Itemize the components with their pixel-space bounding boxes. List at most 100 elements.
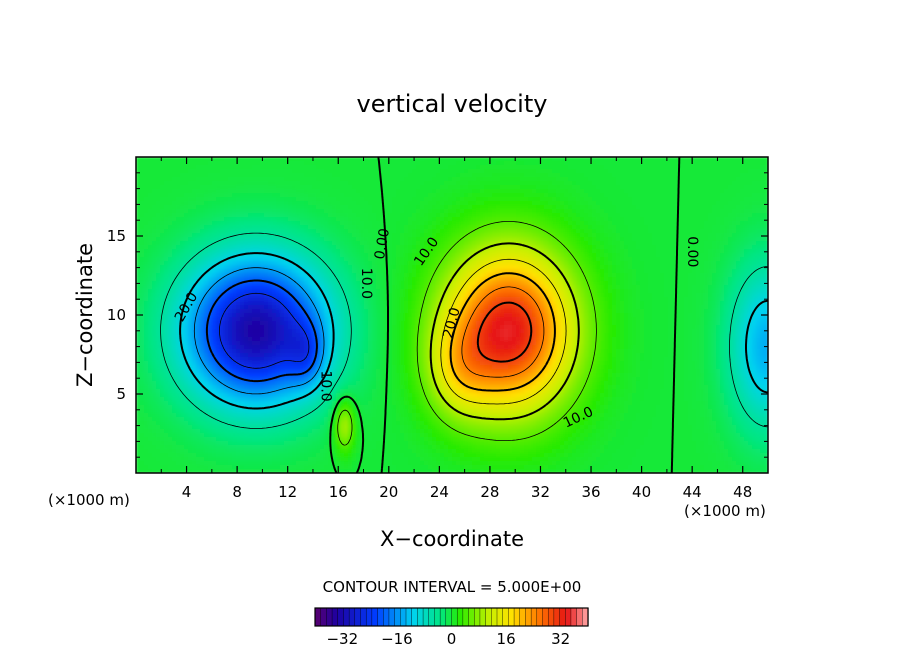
field-cell: [460, 173, 465, 178]
field-cell: [188, 229, 193, 234]
field-cell: [448, 197, 453, 202]
field-cell: [580, 189, 585, 194]
field-cell: [716, 273, 721, 278]
field-cell: [516, 169, 521, 174]
field-cell: [536, 169, 541, 174]
field-cell: [412, 281, 417, 286]
field-cell: [584, 157, 589, 162]
field-cell: [152, 169, 157, 174]
field-cell: [236, 177, 241, 182]
field-cell: [448, 217, 453, 222]
field-cell: [348, 169, 353, 174]
field-cell: [564, 209, 569, 214]
field-cell: [572, 169, 577, 174]
field-cell: [680, 273, 685, 278]
field-cell: [736, 169, 741, 174]
field-cell: [580, 201, 585, 206]
field-cell: [636, 177, 641, 182]
field-cell: [568, 221, 573, 226]
field-cell: [244, 213, 249, 218]
field-cell: [260, 241, 265, 246]
field-cell: [316, 253, 321, 258]
field-cell: [312, 181, 317, 186]
field-cell: [656, 241, 661, 246]
field-cell: [568, 185, 573, 190]
field-cell: [600, 205, 605, 210]
field-cell: [148, 201, 153, 206]
field-cell: [756, 253, 761, 258]
field-cell: [468, 237, 473, 242]
field-cell: [412, 205, 417, 210]
field-cell: [388, 281, 393, 286]
field-cell: [208, 269, 213, 274]
field-cell: [460, 257, 465, 262]
field-cell: [384, 281, 389, 286]
field-cell: [640, 265, 645, 270]
field-cell: [608, 217, 613, 222]
field-cell: [636, 241, 641, 246]
field-cell: [260, 273, 265, 278]
field-cell: [404, 257, 409, 262]
field-cell: [672, 181, 677, 186]
field-cell: [592, 181, 597, 186]
field-cell: [240, 173, 245, 178]
field-cell: [160, 157, 165, 162]
field-cell: [188, 169, 193, 174]
field-cell: [312, 221, 317, 226]
field-cell: [300, 233, 305, 238]
field-cell: [636, 181, 641, 186]
field-cell: [280, 253, 285, 258]
field-cell: [536, 213, 541, 218]
field-cell: [728, 225, 733, 230]
field-cell: [700, 217, 705, 222]
field-cell: [556, 205, 561, 210]
field-cell: [696, 185, 701, 190]
field-cell: [716, 169, 721, 174]
field-cell: [708, 161, 713, 166]
field-cell: [228, 173, 233, 178]
field-cell: [712, 225, 717, 230]
field-cell: [360, 169, 365, 174]
field-cell: [540, 257, 545, 262]
field-cell: [760, 245, 765, 250]
field-cell: [516, 225, 521, 230]
field-cell: [632, 265, 637, 270]
field-cell: [568, 225, 573, 230]
field-cell: [268, 265, 273, 270]
field-cell: [636, 237, 641, 242]
field-cell: [216, 229, 221, 234]
field-cell: [620, 265, 625, 270]
field-cell: [620, 225, 625, 230]
field-cell: [352, 249, 357, 254]
field-cell: [560, 161, 565, 166]
field-cell: [376, 245, 381, 250]
field-cell: [744, 237, 749, 242]
field-cell: [516, 189, 521, 194]
field-cell: [356, 265, 361, 270]
field-cell: [568, 265, 573, 270]
field-cell: [648, 205, 653, 210]
field-cell: [604, 201, 609, 206]
field-cell: [740, 173, 745, 178]
field-cell: [556, 189, 561, 194]
field-cell: [364, 201, 369, 206]
field-cell: [232, 245, 237, 250]
field-cell: [276, 253, 281, 258]
field-cell: [648, 265, 653, 270]
field-cell: [680, 221, 685, 226]
field-cell: [532, 237, 537, 242]
field-cell: [704, 165, 709, 170]
field-cell: [468, 229, 473, 234]
field-cell: [488, 185, 493, 190]
field-cell: [496, 281, 501, 286]
field-cell: [536, 277, 541, 282]
field-cell: [492, 241, 497, 246]
field-cell: [304, 157, 309, 162]
field-cell: [644, 209, 649, 214]
field-cell: [588, 265, 593, 270]
field-cell: [612, 165, 617, 170]
field-cell: [312, 273, 317, 278]
field-cell: [460, 161, 465, 166]
field-cell: [628, 269, 633, 274]
field-cell: [408, 197, 413, 202]
